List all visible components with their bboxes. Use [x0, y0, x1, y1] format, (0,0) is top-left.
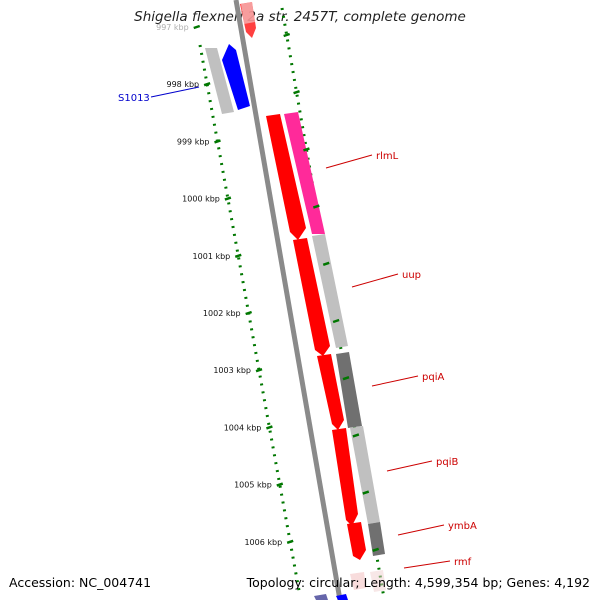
tick-label: 999 kbp [177, 137, 210, 146]
tick-mark-outer [283, 32, 291, 38]
cds-forward-pqiA [317, 354, 344, 430]
tick-mark-inner [234, 253, 242, 258]
gene-label-uup: uup [402, 270, 421, 281]
tick-mark-inner [266, 425, 273, 430]
tick-label: 998 kbp [167, 80, 200, 89]
feature-label-s1013: S1013 [118, 93, 150, 104]
genome-backbone [233, 0, 343, 600]
bottom-faded-gc [370, 570, 386, 592]
tick-mark-outer [352, 433, 360, 438]
gene-connector-pqiB [386, 460, 433, 472]
tick-label: 1004 kbp [224, 423, 262, 432]
scale-ticks: 997 kbp 998 kbp 999 kbp 1000 kbp 1001 kbp 100… [156, 23, 380, 552]
gene-labels: rlmL uup pqiA pqiB ymbA rmf [325, 151, 477, 569]
bottom-faded-forward [350, 572, 366, 590]
tick-mark-outer [322, 261, 330, 266]
gc-skew-block [284, 112, 325, 234]
tick-label: 1006 kbp [244, 538, 282, 547]
tick-mark-inner [214, 139, 221, 144]
tick-mark-inner [245, 310, 253, 316]
tick-label: 1001 kbp [193, 252, 231, 261]
tick-mark-outer [312, 204, 320, 209]
gc-content-block-4 [350, 426, 380, 524]
tick-mark-inner [255, 368, 263, 373]
inner-tick-track [198, 44, 302, 597]
tick-mark-outer [362, 490, 370, 495]
gene-label-rmf: rmf [454, 557, 472, 568]
tick-mark-inner [193, 24, 201, 30]
tick-mark-outer [342, 376, 350, 381]
accession: Accession: NC_004741 [9, 575, 152, 590]
cds-forward-uup [293, 238, 330, 356]
gc-content-block-5 [368, 522, 385, 556]
tick-label: 1005 kbp [234, 481, 272, 490]
feature-connector-s1013 [150, 86, 200, 98]
gc-content-block-3 [336, 352, 362, 428]
tick-mark-outer [293, 90, 300, 95]
cds-reverse-1 [222, 44, 250, 110]
gene-connector-uup [351, 273, 399, 288]
tick-label: 997 kbp [156, 23, 189, 32]
cds-forward-rlmL [266, 114, 306, 240]
cds-forward-ymbA [347, 522, 366, 560]
tick-mark-inner [286, 539, 294, 544]
gc-content-block-1 [205, 48, 234, 114]
gc-top [241, 2, 255, 24]
tick-mark-outer [372, 547, 380, 552]
genome-stats: Topology: circular; Length: 4,599,354 bp… [246, 575, 590, 590]
gene-label-rlmL: rlmL [376, 151, 399, 162]
gene-connector-rmf [403, 560, 451, 569]
gene-connector-rlmL [325, 154, 373, 169]
feature-label-group: S1013 [118, 86, 200, 104]
gene-label-pqiB: pqiB [436, 457, 458, 468]
tick-mark-outer [303, 147, 310, 152]
tick-mark-inner [203, 82, 211, 87]
tick-mark-inner [224, 196, 232, 201]
tick-mark-inner [276, 482, 284, 487]
gene-label-pqiA: pqiA [422, 372, 444, 383]
tick-mark-outer [332, 318, 340, 324]
map-title: Shigella flexneri 2a str. 2457T, complet… [134, 9, 466, 25]
bottom-gc-purple [314, 594, 328, 600]
tick-label: 1000 kbp [182, 195, 220, 204]
tick-label: 1002 kbp [203, 309, 241, 318]
tick-label: 1003 kbp [213, 366, 251, 375]
cds-forward-pqiB [332, 428, 358, 526]
bottom-reverse-cds [336, 594, 348, 600]
gc-content-block-2 [312, 234, 348, 348]
gene-connector-ymbA [397, 524, 445, 536]
gene-label-ymbA: ymbA [448, 521, 477, 532]
gene-connector-pqiA [371, 375, 419, 387]
